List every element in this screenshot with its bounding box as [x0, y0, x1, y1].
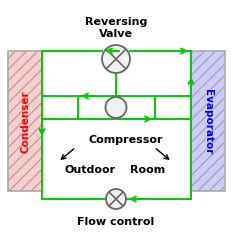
Text: Condenser: Condenser — [20, 90, 30, 153]
Circle shape — [106, 98, 127, 118]
Text: Evaporator: Evaporator — [203, 89, 213, 154]
Text: Compressor: Compressor — [89, 134, 163, 144]
Circle shape — [102, 46, 130, 74]
Bar — [78, 96, 155, 120]
Text: Room: Room — [130, 164, 166, 174]
Text: Reversing
Valve: Reversing Valve — [85, 17, 147, 39]
Bar — [8, 52, 42, 191]
Text: Outdoor: Outdoor — [65, 164, 116, 174]
Bar — [191, 52, 225, 191]
Circle shape — [106, 189, 126, 209]
Text: Flow control: Flow control — [77, 216, 155, 226]
